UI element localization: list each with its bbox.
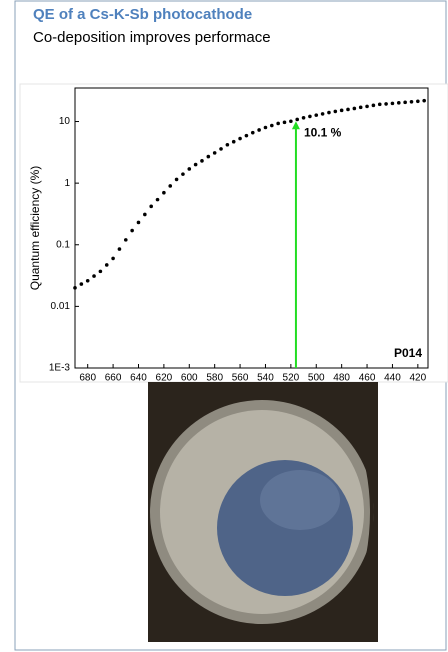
- data-point: [314, 113, 319, 117]
- x-tick-label: 560: [232, 373, 249, 384]
- slot: [366, 469, 374, 557]
- subtitle: Co-deposition improves performace: [33, 29, 271, 46]
- data-point: [200, 159, 204, 163]
- x-tick-label: 480: [333, 373, 350, 384]
- data-point: [181, 172, 185, 176]
- data-point: [136, 220, 141, 225]
- data-point: [98, 269, 103, 274]
- x-tick-label: 660: [105, 373, 122, 384]
- data-point: [219, 147, 223, 151]
- x-tick-label: 680: [79, 373, 96, 384]
- data-point: [244, 133, 249, 138]
- data-point: [143, 212, 147, 217]
- data-point: [327, 110, 331, 115]
- x-tick-label: 640: [130, 373, 147, 384]
- data-point: [403, 100, 407, 105]
- y-tick-label: 10: [59, 116, 71, 127]
- title: QE of a Cs-K-Sb photocathode: [33, 6, 252, 23]
- data-point: [104, 263, 109, 267]
- data-point: [295, 117, 300, 122]
- data-point: [174, 177, 179, 182]
- y-tick-label: 1: [64, 178, 70, 189]
- data-point: [257, 128, 261, 132]
- x-tick-label: 600: [181, 373, 198, 384]
- x-tick-label: 460: [359, 373, 376, 384]
- data-point: [289, 119, 293, 124]
- data-point: [346, 107, 350, 112]
- data-point: [352, 106, 357, 111]
- photo: [148, 382, 378, 642]
- data-point: [422, 98, 426, 103]
- sample-label: P014: [394, 346, 422, 360]
- data-point: [149, 204, 153, 209]
- data-point: [333, 109, 338, 114]
- plot-area: [74, 87, 429, 369]
- data-point: [384, 102, 388, 106]
- data-point: [358, 105, 363, 110]
- cathode-highlight: [260, 470, 340, 530]
- data-point: [168, 184, 173, 188]
- y-tick-label: 0.1: [56, 239, 70, 250]
- data-point: [111, 256, 115, 261]
- annotation-label: 10.1 %: [304, 125, 342, 139]
- data-point: [320, 112, 325, 116]
- data-point: [365, 104, 369, 109]
- x-tick-label: 440: [384, 373, 401, 384]
- data-point: [308, 114, 312, 119]
- data-point: [250, 130, 255, 135]
- x-tick-label: 500: [308, 373, 325, 384]
- data-point: [263, 125, 268, 130]
- data-point: [409, 99, 414, 104]
- data-point: [155, 197, 160, 202]
- data-point: [212, 151, 217, 155]
- data-point: [79, 282, 84, 286]
- y-tick-label: 0.01: [51, 301, 71, 312]
- data-point: [85, 279, 90, 283]
- y-tick-label: 1E-3: [49, 363, 71, 374]
- data-point: [193, 162, 198, 167]
- x-tick-label: 580: [206, 373, 223, 384]
- data-point: [231, 139, 236, 144]
- data-point: [282, 120, 287, 125]
- data-point: [225, 142, 230, 147]
- annotation-arrowhead: [291, 121, 300, 130]
- data-point: [162, 190, 166, 195]
- data-point: [123, 238, 128, 242]
- data-point: [117, 247, 122, 251]
- x-tick-label: 520: [283, 373, 300, 384]
- data-point: [206, 154, 211, 159]
- data-point: [301, 115, 306, 120]
- x-tick-label: 540: [257, 373, 274, 384]
- data-point: [396, 101, 401, 105]
- data-point: [339, 108, 344, 113]
- data-point: [130, 228, 134, 233]
- data-point: [371, 103, 376, 108]
- data-point: [73, 286, 77, 290]
- x-tick-label: 420: [409, 373, 426, 384]
- data-point: [416, 99, 420, 104]
- data-point: [187, 167, 192, 171]
- data-point: [92, 274, 96, 278]
- data-point: [390, 101, 395, 106]
- y-axis-label: Quantum efficiency (%): [28, 166, 42, 291]
- data-point: [270, 123, 274, 128]
- chart-background: [19, 83, 448, 383]
- data-point: [238, 136, 242, 141]
- x-tick-label: 620: [156, 373, 173, 384]
- data-point: [377, 102, 382, 107]
- data-point: [276, 121, 280, 126]
